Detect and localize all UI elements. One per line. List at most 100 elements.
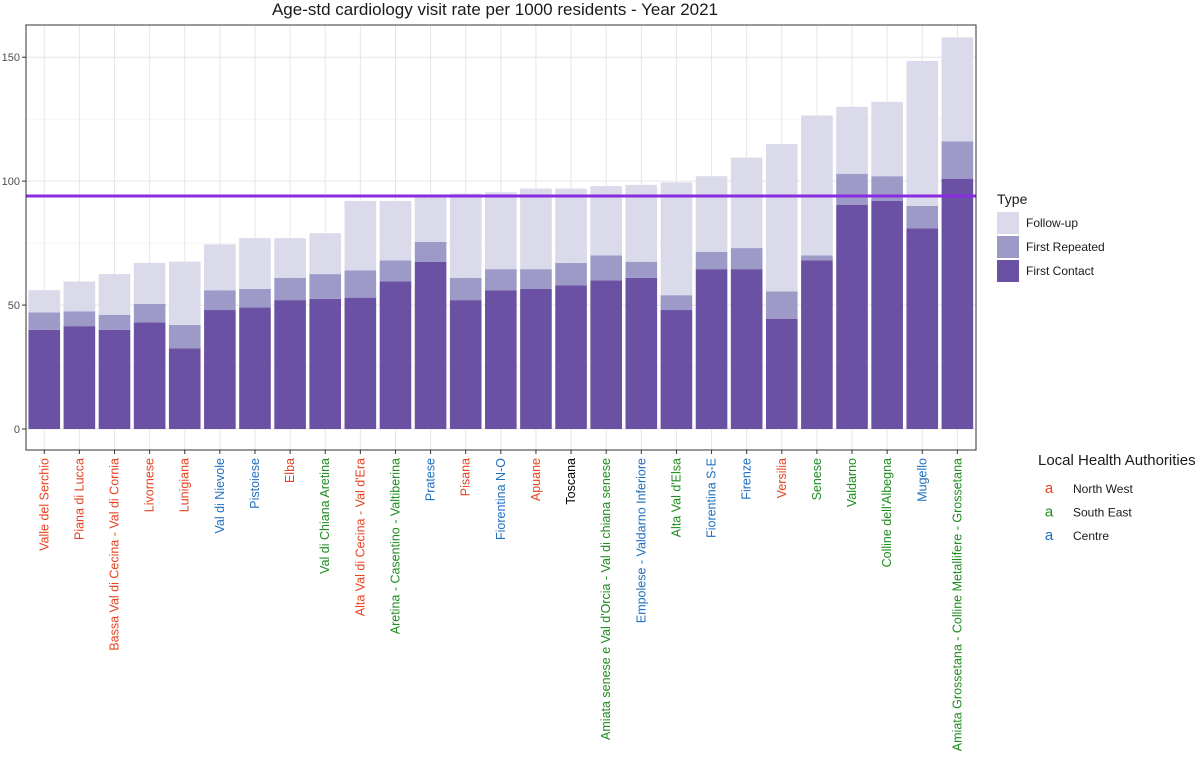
bar-first-repeated	[449, 277, 482, 301]
bar-first-contact	[449, 300, 482, 429]
bar-first-contact	[520, 288, 552, 429]
area-legend-label: South East	[1073, 506, 1132, 520]
bar-first-contact	[836, 204, 868, 429]
bar-first-contact	[239, 307, 271, 429]
bar-first-contact	[801, 260, 833, 429]
legend-label: First Contact	[1026, 264, 1095, 278]
bar-follow-up	[555, 188, 587, 263]
x-tick-label: Fiorentina N-O	[494, 458, 508, 540]
bar-first-repeated	[836, 173, 868, 205]
bar-follow-up	[309, 233, 342, 275]
bar-first-repeated	[414, 241, 447, 262]
bar-follow-up	[765, 143, 798, 292]
bar-follow-up	[520, 188, 552, 270]
bar-follow-up	[239, 238, 271, 289]
area-legend-symbol: a	[1045, 527, 1054, 544]
bar-follow-up	[590, 186, 622, 256]
bar-first-contact	[63, 326, 96, 429]
plot-area: 0 50 100 150 Valle del Serchio Piana di Lucc…	[2, 24, 977, 751]
bar-first-contact	[730, 269, 763, 429]
chart-title: Age-std cardiology visit rate per 1000 r…	[272, 0, 718, 19]
bar-first-contact	[274, 300, 306, 429]
bar-follow-up	[63, 281, 96, 312]
bar-first-repeated	[485, 269, 517, 291]
bar-follow-up	[449, 193, 482, 278]
x-tick-label: Amiata Grossetana - Colline Metallifere …	[950, 458, 964, 751]
bar-first-contact	[98, 329, 131, 429]
x-tick-label: Fiorentina S-E	[705, 458, 719, 538]
bar-first-contact	[871, 200, 903, 429]
bar-first-repeated	[941, 141, 974, 179]
bar-first-contact	[28, 329, 61, 429]
bar-follow-up	[28, 290, 61, 313]
bar-follow-up	[730, 157, 763, 249]
x-tick-label: Piana di Lucca	[72, 458, 86, 540]
bar-first-contact	[133, 322, 166, 429]
bar-first-contact	[941, 178, 974, 429]
x-tick-label: Empolese - Valdarno Inferiore	[634, 458, 648, 623]
legend-swatch	[997, 236, 1019, 258]
x-tick-label: Pistoiese	[248, 458, 262, 509]
bar-follow-up	[871, 101, 903, 177]
type-legend: Type Follow-up First Repeated First Contac…	[997, 191, 1105, 282]
bar-first-repeated	[274, 277, 306, 301]
x-tick-label: Livornese	[143, 458, 157, 512]
bar-first-repeated	[590, 255, 622, 281]
x-tick-label: Apuane	[529, 458, 543, 501]
bar-first-repeated	[379, 260, 412, 282]
x-tick-label: Firenze	[740, 458, 754, 500]
bar-follow-up	[274, 238, 306, 278]
bar-first-repeated	[168, 324, 201, 349]
bar-first-repeated	[63, 311, 96, 327]
bar-follow-up	[133, 262, 166, 304]
bar-first-contact	[590, 280, 622, 429]
x-tick-label: Versilia	[775, 458, 789, 498]
x-tick-label: Colline dell'Albegna	[880, 458, 894, 567]
bar-first-contact	[485, 290, 517, 429]
y-tick-label: 0	[14, 424, 20, 436]
bar-follow-up	[379, 200, 412, 261]
bar-follow-up	[906, 60, 939, 206]
bar-first-repeated	[625, 261, 658, 278]
x-tick-label: Aretina - Casentino - Valtiberina	[388, 458, 402, 634]
x-tick-label: Valdarno	[845, 458, 859, 507]
bar-first-repeated	[133, 303, 166, 323]
x-tick-label: Val di Chiana Aretina	[318, 458, 332, 574]
bar-first-repeated	[204, 290, 236, 311]
x-tick-label: Senese	[810, 458, 824, 500]
area-legend-symbol: a	[1045, 504, 1054, 521]
legend-swatch	[997, 212, 1019, 234]
legend-title: Type	[997, 191, 1028, 207]
x-tick-label: Pratese	[424, 458, 438, 501]
bar-follow-up	[168, 261, 201, 325]
bars	[28, 37, 974, 429]
bar-first-repeated	[98, 314, 131, 330]
bar-follow-up	[625, 184, 658, 262]
legend-label: Follow-up	[1026, 216, 1078, 230]
y-tick-label: 50	[8, 300, 20, 312]
bar-first-contact	[309, 298, 342, 429]
bar-follow-up	[204, 244, 236, 291]
bar-first-contact	[414, 261, 447, 429]
bar-first-repeated	[660, 295, 693, 311]
area-legend-label: Centre	[1073, 529, 1109, 543]
bar-first-repeated	[730, 248, 763, 270]
bar-follow-up	[695, 176, 728, 252]
x-tick-label: Toscana	[564, 458, 578, 505]
y-tick-label: 150	[2, 52, 20, 64]
bar-first-repeated	[801, 255, 833, 261]
x-tick-label: Alta Val di Cecina - Val d'Era	[353, 458, 367, 616]
y-axis: 0 50 100 150	[2, 52, 26, 436]
bar-first-repeated	[239, 288, 271, 308]
area-legend-label: North West	[1073, 482, 1133, 496]
x-tick-label: Lunigiana	[178, 458, 192, 512]
bar-follow-up	[344, 200, 377, 271]
bar-first-contact	[168, 348, 201, 429]
y-tick-label: 100	[2, 176, 20, 188]
area-legend-symbol: a	[1045, 480, 1054, 497]
bar-first-contact	[344, 297, 377, 429]
bar-first-repeated	[309, 274, 342, 299]
bar-first-contact	[625, 277, 658, 429]
bar-first-contact	[379, 281, 412, 429]
